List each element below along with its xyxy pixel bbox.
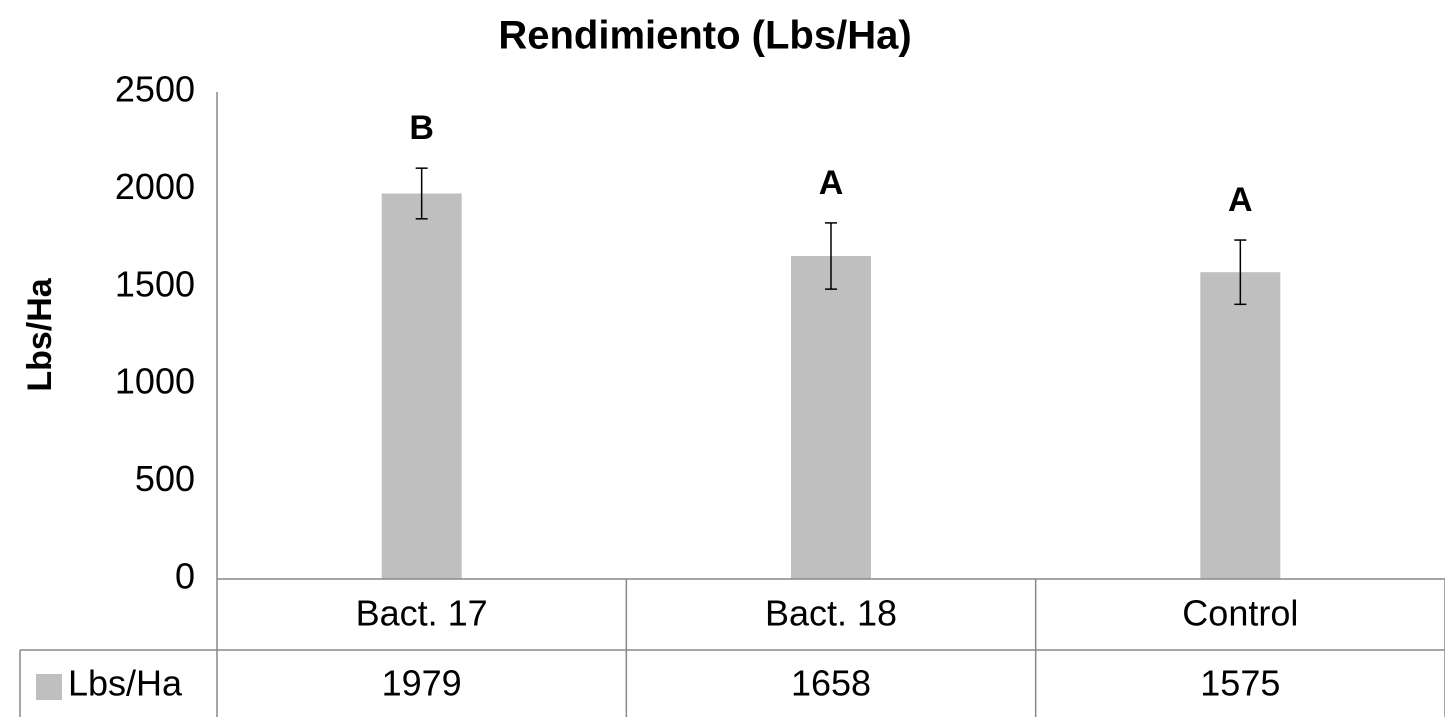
table-value: 1979 bbox=[382, 663, 462, 704]
y-tick-label: 0 bbox=[175, 556, 195, 597]
y-tick-label: 500 bbox=[135, 458, 195, 499]
y-tick-label: 2000 bbox=[115, 166, 195, 207]
y-tick-label: 2500 bbox=[115, 69, 195, 110]
chart-title: Rendimiento (Lbs/Ha) bbox=[498, 14, 911, 58]
annotation: A bbox=[1228, 181, 1253, 219]
table-value: 1658 bbox=[791, 663, 871, 704]
x-tick-label: Bact. 18 bbox=[765, 593, 897, 634]
error-bar bbox=[825, 222, 837, 290]
bar bbox=[381, 193, 462, 580]
error-bar bbox=[1234, 239, 1247, 306]
legend-key bbox=[36, 674, 62, 700]
x-tick-label: Bact. 17 bbox=[356, 593, 488, 634]
bar bbox=[1200, 272, 1281, 579]
annotation: A bbox=[819, 164, 844, 202]
x-tick-label: Control bbox=[1182, 593, 1298, 634]
y-tick-label: 1000 bbox=[115, 361, 195, 402]
bar bbox=[791, 256, 871, 579]
error-bar bbox=[415, 167, 428, 220]
y-axis-label: Lbs/Ha bbox=[21, 277, 59, 391]
y-tick-label: 1500 bbox=[115, 263, 195, 304]
legend-label: Lbs/Ha bbox=[68, 663, 183, 704]
table-value: 1575 bbox=[1200, 663, 1280, 704]
annotation: B bbox=[409, 109, 434, 147]
